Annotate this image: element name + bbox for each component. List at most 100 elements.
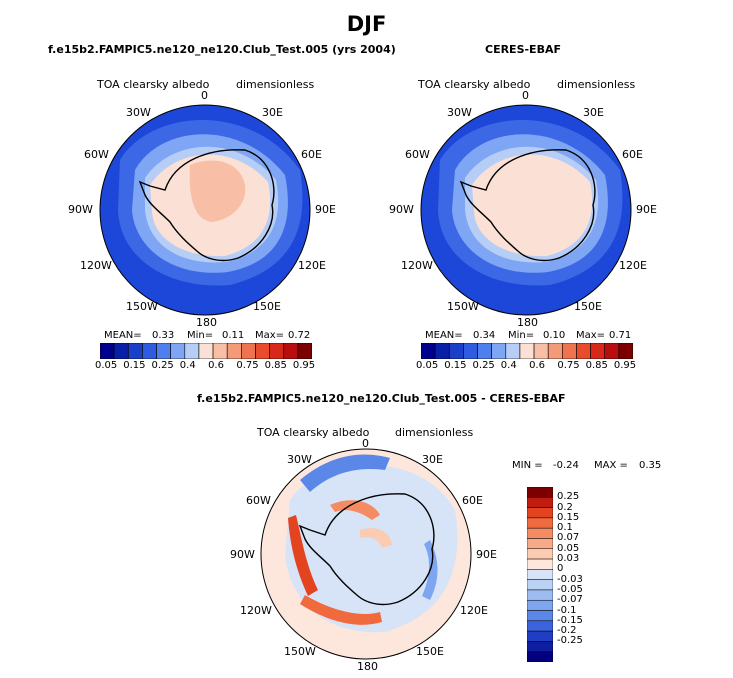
colorbar-tick-label: -0.2	[557, 625, 577, 637]
panel1-title: f.e15b2.FAMPIC5.ne120_ne120.Club_Test.00…	[48, 43, 396, 56]
colorbar-swatch	[527, 641, 553, 652]
colorbar-tick-label: 0.15	[557, 511, 580, 523]
panel3-min-label: MIN =	[512, 460, 543, 471]
panel3-colorbar	[527, 487, 553, 662]
colorbar-swatch	[527, 651, 553, 662]
panel3-variable: TOA clearsky albedo	[257, 426, 370, 439]
colorbar-tick-label: 0.85	[585, 360, 608, 371]
panel2-lon-90e: 90E	[636, 203, 657, 216]
colorbar-swatch	[527, 579, 553, 591]
colorbar-tick-label: 0.07	[557, 532, 580, 544]
panel3-lon-150w: 150W	[284, 645, 316, 658]
panel2-colorbar	[421, 343, 633, 359]
panel2-colorbar-labels: 0.05 0.15 0.25 0.4 0.6 0.75 0.85 0.95	[416, 360, 637, 374]
colorbar-swatch	[527, 517, 553, 529]
panel2-lon-60e: 60E	[622, 148, 643, 161]
panel1-lon-60w: 60W	[84, 148, 109, 161]
panel1-lon-150w: 150W	[126, 300, 158, 313]
colorbar-tick-label: 0.1	[557, 522, 573, 534]
panel1-lon-30w: 30W	[126, 106, 151, 119]
panel2-lon-120w: 120W	[401, 259, 433, 272]
panel1-lon-150e: 150E	[253, 300, 281, 313]
colorbar-tick-label: -0.1	[557, 604, 577, 616]
colorbar-tick-label: 0	[557, 563, 564, 575]
panel3-field	[261, 449, 471, 659]
colorbar-tick-label: 0.6	[208, 360, 224, 371]
colorbar-tick-label: 0.85	[264, 360, 287, 371]
panel1-lon-90e: 90E	[315, 203, 336, 216]
colorbar-tick-label: 0.25	[472, 360, 495, 371]
colorbar-swatch	[618, 343, 633, 359]
panel1-mean-value: 0.33	[152, 330, 175, 341]
colorbar-tick-label: 0.75	[236, 360, 259, 371]
panel2-lon-90w: 90W	[389, 203, 414, 216]
panel1-lon-30e: 30E	[262, 106, 283, 119]
panel3-colorbar-labels: 0.25 0.2 0.15 0.1 0.07 0.05 0.03 0 -0.03 -0.05 -0.…	[557, 487, 607, 662]
colorbar-swatch	[527, 569, 553, 580]
colorbar-swatch	[527, 548, 553, 560]
colorbar-tick-label: 0.95	[613, 360, 637, 371]
colorbar-swatch	[527, 527, 553, 539]
panel1-lon-120w: 120W	[80, 259, 112, 272]
panel1-units: dimensionless	[236, 78, 315, 91]
panel3-lon-180: 180	[357, 660, 378, 673]
panel3-units: dimensionless	[395, 426, 474, 439]
panel1-max-label: Max=	[255, 330, 285, 341]
colorbar-tick-label: 0.6	[529, 360, 545, 371]
panel2-lon-150w: 150W	[447, 300, 479, 313]
panel3-lon-150e: 150E	[416, 645, 444, 658]
panel3-lon-60e: 60E	[462, 494, 483, 507]
panel3-max-label: MAX =	[594, 460, 628, 471]
colorbar-tick-label: 0.4	[500, 360, 517, 371]
panel2-coastline	[459, 149, 596, 262]
panel1-min-value: 0.11	[222, 330, 245, 341]
colorbar-swatch	[527, 507, 553, 519]
panel1-variable: TOA clearsky albedo	[97, 78, 210, 91]
colorbar-tick-label: 0.25	[151, 360, 174, 371]
panel2-lon-30e: 30E	[583, 106, 604, 119]
panel3-coastline	[298, 493, 435, 606]
colorbar-tick-label: 0.95	[292, 360, 316, 371]
colorbar-tick-label: 0.2	[557, 501, 573, 513]
panel1-field	[100, 105, 310, 315]
panel3-lon-30w: 30W	[287, 453, 312, 466]
panel1-lon-90w: 90W	[68, 203, 93, 216]
colorbar-tick-label: 0.25	[557, 491, 580, 503]
panel3-lon-90w: 90W	[230, 548, 255, 561]
colorbar-swatch	[527, 620, 553, 632]
panel3-lon-0: 0	[362, 437, 369, 450]
panel2-max-label: Max=	[576, 330, 606, 341]
panel3-min-value: -0.24	[553, 460, 579, 471]
colorbar-tick-label: 0.05	[416, 360, 439, 371]
panel1-lon-180: 180	[196, 316, 217, 329]
panel1-lon-120e: 120E	[298, 259, 326, 272]
panel3-lon-30e: 30E	[422, 453, 443, 466]
colorbar-tick-label: -0.15	[557, 614, 583, 626]
panel2-lon-0: 0	[522, 89, 529, 102]
colorbar-swatch	[527, 487, 553, 498]
colorbar-swatch	[527, 610, 553, 622]
colorbar-tick-label: -0.25	[557, 635, 583, 647]
colorbar-swatch	[527, 589, 553, 601]
colorbar-tick-label: 0.75	[557, 360, 580, 371]
colorbar-tick-label: 0.15	[123, 360, 146, 371]
panel3-lon-60w: 60W	[246, 494, 271, 507]
colorbar-swatch	[527, 497, 553, 508]
colorbar-tick-label: 0.4	[179, 360, 196, 371]
panel1-min-label: Min=	[187, 330, 214, 341]
colorbar-tick-label: 0.15	[444, 360, 467, 371]
colorbar-tick-label: -0.05	[557, 583, 583, 595]
colorbar-tick-label: -0.03	[557, 573, 583, 585]
panel3-lon-90e: 90E	[476, 548, 497, 561]
colorbar-swatch	[527, 599, 553, 611]
panel2-mean-label: MEAN=	[425, 330, 463, 341]
panel3-lon-120w: 120W	[240, 604, 272, 617]
panel2-lon-180: 180	[517, 316, 538, 329]
panel1-colorbar-labels: 0.05 0.15 0.25 0.4 0.6 0.75 0.85 0.95	[95, 360, 316, 374]
colorbar-tick-label: 0.05	[95, 360, 118, 371]
panel2-mean-value: 0.34	[473, 330, 496, 341]
panel2-units: dimensionless	[557, 78, 636, 91]
panel1-colorbar	[100, 343, 312, 359]
